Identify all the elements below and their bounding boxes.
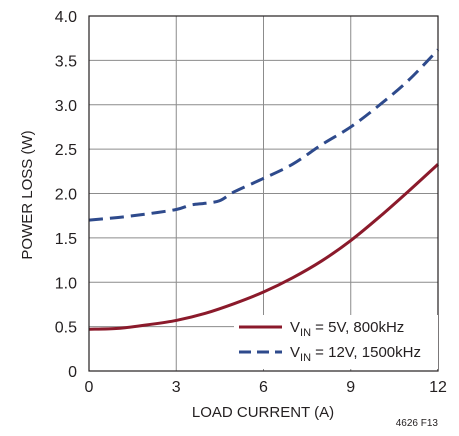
- legend: VIN = 5V, 800kHz VIN = 12V, 1500kHz: [234, 315, 438, 369]
- y-tick-label: 0.5: [55, 320, 77, 337]
- x-tick-label: 12: [429, 379, 447, 396]
- tick-labels: 0 3 6 9 12 0 0.5 1.0 1.5 2.0 2.5 3.0 3.5 4.0: [55, 9, 447, 396]
- y-tick-label: 0: [68, 364, 77, 381]
- y-tick-label: 2.5: [55, 142, 77, 159]
- series-line-vin-12v: [88, 48, 440, 222]
- x-axis-title: LOAD CURRENT (A): [192, 404, 334, 421]
- x-tick-label: 0: [85, 379, 94, 396]
- grid: [89, 16, 438, 371]
- legend-background: [234, 315, 438, 369]
- y-tick-label: 4.0: [55, 9, 77, 26]
- y-tick-label: 1.5: [55, 231, 77, 248]
- series-line-vin-5v: [88, 163, 440, 331]
- y-axis-title: POWER LOSS (W): [19, 130, 36, 259]
- x-tick-label: 6: [259, 379, 268, 396]
- x-tick-label: 9: [346, 379, 355, 396]
- legend-label-vin-5v: VIN = 5V, 800kHz: [290, 319, 404, 339]
- plot-frame: [88, 15, 439, 372]
- y-tick-label: 3.5: [55, 53, 77, 70]
- legend-label-vin-12v: VIN = 12V, 1500kHz: [290, 344, 421, 364]
- y-tick-label: 3.0: [55, 98, 77, 115]
- y-tick-label: 2.0: [55, 187, 77, 204]
- x-tick-label: 3: [172, 379, 181, 396]
- series-layer: [88, 48, 440, 331]
- y-tick-label: 1.0: [55, 275, 77, 292]
- figure-id: 4626 F13: [396, 418, 439, 429]
